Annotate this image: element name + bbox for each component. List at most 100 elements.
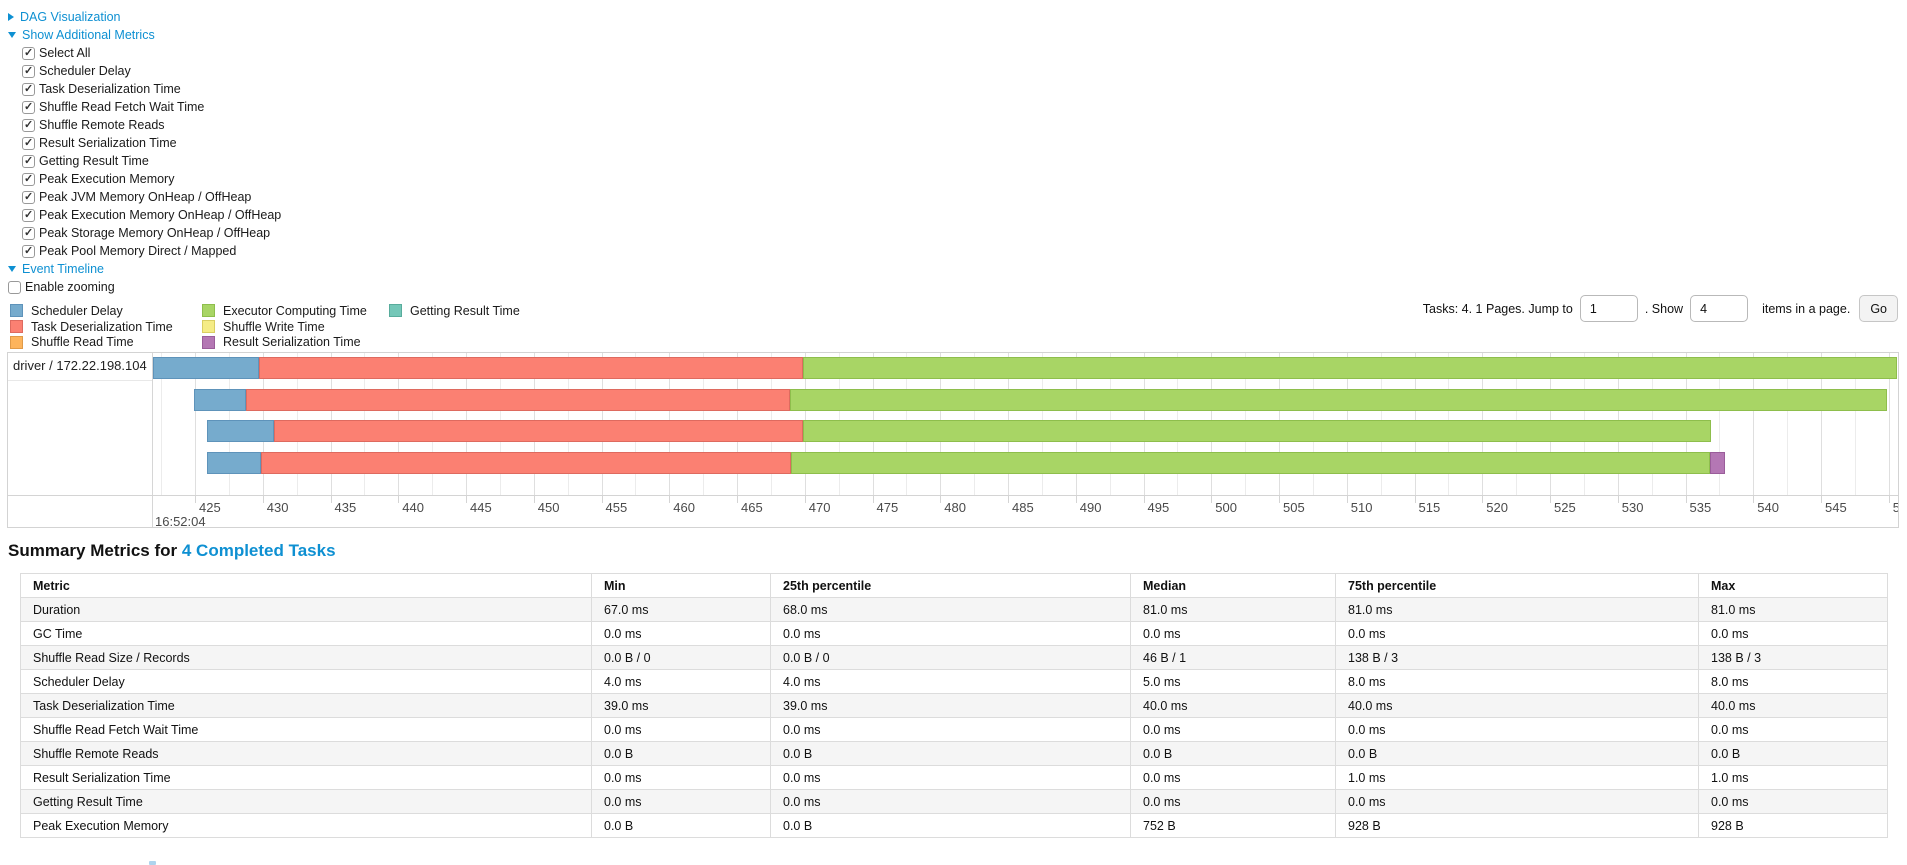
- legend-label: Scheduler Delay: [31, 303, 123, 318]
- metric-checkbox-label: Getting Result Time: [39, 154, 149, 168]
- enable-zooming-checkbox[interactable]: [8, 280, 21, 294]
- table-row: Shuffle Read Size / Records 0.0 B / 0 0.0 …: [20, 645, 1888, 670]
- axis-tick-mark: [1550, 496, 1551, 503]
- legend-item: Scheduler Delay: [10, 303, 173, 319]
- legend-label: Executor Computing Time: [223, 303, 367, 318]
- metric-value-cell: 0.0 ms: [1130, 789, 1336, 814]
- table-header-cell: Median: [1130, 573, 1336, 598]
- timeline-task-segment-task-deserialization[interactable]: [258, 357, 804, 379]
- metric-checkbox[interactable]: [22, 154, 35, 168]
- timeline-task-segment-scheduler-delay[interactable]: [152, 357, 259, 379]
- caret-right-icon: [8, 13, 14, 21]
- metric-value-cell: 0.0 ms: [770, 765, 1131, 790]
- metric-value-cell: 81.0 ms: [1130, 597, 1336, 622]
- event-timeline-link[interactable]: Event Timeline: [22, 262, 104, 276]
- axis-tick-label: 430: [266, 500, 289, 515]
- metric-checkbox[interactable]: [22, 190, 35, 204]
- metric-value-cell: 5.0 ms: [1130, 669, 1336, 694]
- metric-checkbox[interactable]: [22, 46, 35, 60]
- table-header-cell: Max: [1698, 573, 1888, 598]
- metric-checkbox-row: Peak Pool Memory Direct / Mapped: [0, 242, 1907, 260]
- legend-label: Task Deserialization Time: [31, 319, 173, 334]
- completed-tasks-link[interactable]: 4 Completed Tasks: [181, 541, 336, 560]
- axis-tick-mark: [1821, 496, 1822, 503]
- metric-value-cell: 39.0 ms: [591, 693, 771, 718]
- task-deserialization-swatch-icon: [10, 320, 23, 334]
- enable-zooming-label: Enable zooming: [25, 280, 115, 294]
- metric-checkbox-label: Scheduler Delay: [39, 64, 131, 78]
- timeline-group-column: driver / 172.22.198.104: [8, 353, 153, 527]
- shuffle-write-swatch-icon: [202, 320, 215, 334]
- axis-tick-label: 520: [1486, 500, 1508, 515]
- metric-value-cell: 0.0 B: [591, 741, 771, 766]
- timeline-task-segment-scheduler-delay[interactable]: [207, 452, 262, 474]
- metric-checkbox[interactable]: [22, 172, 35, 186]
- timeline-legend: Scheduler Delay Task Deserialization Time…: [0, 303, 1907, 353]
- axis-tick-label: 525: [1554, 500, 1576, 515]
- metric-checkbox-label: Peak Storage Memory OnHeap / OffHeap: [39, 226, 271, 240]
- metric-value-cell: 0.0 B: [770, 741, 1131, 766]
- table-row: Scheduler Delay 4.0 ms 4.0 ms 5.0 ms 8.0 ms 8…: [20, 669, 1888, 694]
- metric-value-cell: 0.0 B: [591, 813, 771, 838]
- summary-metrics-table: Metric Min 25th percentile Median 75th perce…: [20, 573, 1888, 838]
- timeline-task-segment-result-serialization[interactable]: [1709, 452, 1725, 474]
- timeline-task-segment-task-deserialization[interactable]: [261, 452, 792, 474]
- legend-item: Task Deserialization Time: [10, 319, 173, 335]
- metric-checkbox[interactable]: [22, 100, 35, 114]
- metric-checkbox[interactable]: [22, 208, 35, 222]
- metric-checkbox[interactable]: [22, 226, 35, 240]
- metric-checkbox[interactable]: [22, 82, 35, 96]
- timeline-task-segment-scheduler-delay[interactable]: [193, 388, 247, 411]
- metric-value-cell: 40.0 ms: [1698, 693, 1888, 718]
- go-button[interactable]: Go: [1859, 295, 1898, 322]
- metric-value-cell: 752 B: [1130, 813, 1336, 838]
- timeline-task-segment-executor-computing[interactable]: [789, 388, 1888, 411]
- metric-value-cell: 4.0 ms: [770, 669, 1131, 694]
- metric-name-cell: GC Time: [20, 621, 592, 646]
- metric-checkbox-label: Shuffle Remote Reads: [39, 118, 165, 132]
- axis-tick-label: 470: [808, 500, 831, 515]
- axis-tick-label: 450: [537, 500, 560, 515]
- axis-tick-mark: [533, 496, 535, 503]
- axis-tick-mark: [804, 496, 806, 503]
- axis-tick-mark: [1685, 496, 1687, 503]
- metric-checkbox[interactable]: [22, 64, 35, 78]
- metric-checkbox[interactable]: [22, 136, 35, 150]
- metric-value-cell: 0.0 ms: [591, 789, 771, 814]
- dag-visualization-link[interactable]: DAG Visualization: [20, 10, 121, 24]
- axis-tick-mark: [330, 496, 332, 503]
- axis-tick-mark: [1753, 496, 1755, 503]
- axis-tick-label: 465: [741, 500, 763, 515]
- table-row: Duration 67.0 ms 68.0 ms 81.0 ms 81.0 ms 81.0…: [20, 597, 1888, 622]
- grid-line: [1719, 353, 1721, 495]
- metric-checkbox-row: Peak Execution Memory: [0, 170, 1907, 188]
- result-serialization-swatch-icon: [202, 335, 215, 349]
- axis-time-of-day-label: 16:52:04: [155, 514, 206, 528]
- axis-tick-label: 540: [1757, 500, 1779, 515]
- items-per-page-input[interactable]: [1690, 295, 1749, 322]
- axis-tick-mark: [466, 496, 467, 503]
- grid-line: [1753, 353, 1755, 495]
- axis-tick-mark: [1211, 496, 1213, 503]
- timeline-task-segment-task-deserialization[interactable]: [246, 388, 790, 411]
- metric-checkbox-label: Select All: [39, 46, 91, 60]
- timeline-task-segment-scheduler-delay[interactable]: [207, 420, 274, 443]
- timeline-task-segment-executor-computing[interactable]: [791, 452, 1710, 474]
- axis-tick-mark: [940, 496, 942, 503]
- metric-checkbox-label: Peak Pool Memory Direct / Mapped: [39, 244, 237, 258]
- metric-value-cell: 0.0 B / 0: [591, 645, 771, 670]
- timeline-task-segment-task-deserialization[interactable]: [273, 420, 804, 443]
- axis-tick-label: 500: [1215, 500, 1237, 515]
- timeline-task-segment-executor-computing[interactable]: [803, 420, 1712, 443]
- dag-visualization-toggle[interactable]: DAG Visualization: [0, 8, 1907, 26]
- timeline-task-segment-executor-computing[interactable]: [803, 357, 1897, 379]
- metric-name-cell: Shuffle Read Size / Records: [20, 645, 592, 670]
- show-additional-metrics-link[interactable]: Show Additional Metrics: [22, 28, 155, 42]
- metric-checkbox[interactable]: [22, 244, 35, 258]
- grid-line: [1888, 353, 1890, 495]
- jump-to-page-input[interactable]: [1579, 295, 1638, 322]
- metric-checkbox[interactable]: [22, 118, 35, 132]
- axis-tick-label: 515: [1418, 500, 1441, 515]
- show-additional-metrics-toggle[interactable]: Show Additional Metrics: [0, 26, 1907, 44]
- event-timeline-toggle[interactable]: Event Timeline: [0, 260, 1907, 278]
